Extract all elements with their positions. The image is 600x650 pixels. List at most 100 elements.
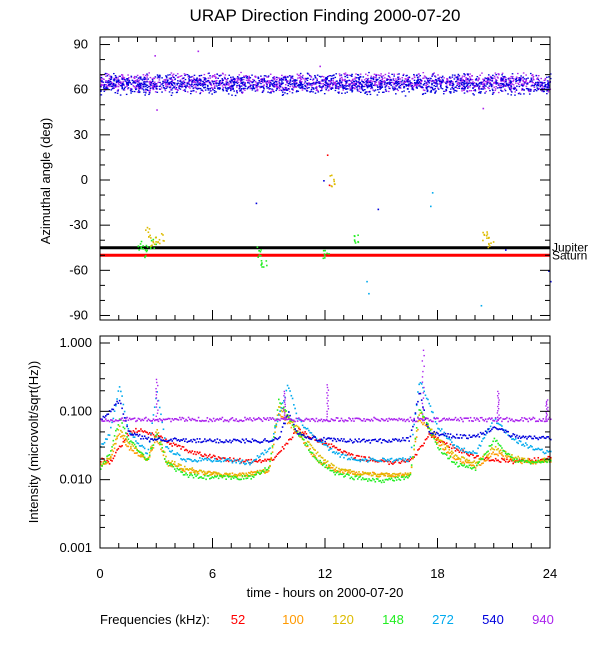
intensity-point bbox=[264, 449, 266, 452]
azimuth-point bbox=[125, 83, 128, 85]
azimuth-point bbox=[308, 82, 311, 84]
intensity-point bbox=[197, 472, 200, 475]
intensity-point bbox=[147, 456, 150, 459]
azimuth-point bbox=[468, 82, 471, 84]
azimuth-point bbox=[388, 72, 390, 74]
azimuth-point bbox=[544, 84, 547, 86]
intensity-point bbox=[438, 439, 441, 441]
azimuth-point bbox=[110, 75, 113, 78]
intensity-point bbox=[242, 473, 245, 475]
azimuth-point bbox=[413, 75, 416, 77]
intensity-point bbox=[442, 448, 444, 450]
azimuth-point bbox=[357, 85, 359, 87]
intensity-point bbox=[173, 463, 176, 466]
azimuth-point bbox=[413, 83, 416, 85]
azimuth-point bbox=[531, 74, 533, 77]
intensity-point bbox=[116, 437, 118, 440]
azimuth-point bbox=[453, 89, 456, 91]
azimuth-point bbox=[187, 76, 190, 78]
azimuth-point bbox=[155, 83, 157, 85]
azimuth-point bbox=[420, 79, 422, 81]
azimuth-point bbox=[432, 80, 434, 82]
azimuth-point bbox=[318, 81, 320, 83]
azimuth-point bbox=[382, 75, 385, 77]
azimuth-point bbox=[462, 78, 464, 81]
azimuth-point bbox=[517, 92, 520, 95]
azimuth-point bbox=[159, 81, 161, 84]
intensity-point bbox=[369, 457, 372, 460]
intensity-point bbox=[100, 464, 102, 466]
intensity-point bbox=[133, 443, 136, 446]
azimuth-point bbox=[216, 79, 218, 82]
intensity-point bbox=[388, 477, 390, 480]
azimuth-point bbox=[546, 84, 548, 86]
azimuth-point bbox=[156, 91, 159, 93]
azimuth-point bbox=[426, 78, 429, 80]
azimuth-point bbox=[140, 240, 143, 243]
intensity-point bbox=[204, 473, 206, 475]
azimuth-point bbox=[179, 79, 182, 81]
intensity-point bbox=[105, 415, 107, 417]
azimuth-point bbox=[365, 84, 368, 87]
azimuth-point bbox=[212, 83, 215, 86]
azimuth-point bbox=[366, 87, 369, 89]
azimuth-point bbox=[118, 79, 121, 81]
azimuth-point bbox=[461, 90, 463, 92]
intensity-point bbox=[145, 459, 147, 461]
intensity-point bbox=[550, 461, 552, 463]
azimuth-point bbox=[525, 79, 527, 81]
intensity-point bbox=[481, 462, 483, 465]
azimuth-point bbox=[266, 83, 268, 85]
intensity-point bbox=[161, 450, 164, 452]
azimuth-point bbox=[439, 79, 441, 81]
intensity-point bbox=[310, 451, 313, 454]
azimuth-point bbox=[372, 77, 375, 79]
intensity-point bbox=[106, 457, 108, 460]
azimuth-point bbox=[402, 74, 405, 77]
intensity-point bbox=[210, 456, 212, 459]
intensity-point bbox=[116, 449, 118, 451]
azimuth-point bbox=[499, 78, 502, 80]
azimuth-point bbox=[109, 80, 111, 82]
azimuth-point bbox=[196, 80, 199, 82]
azimuth-point bbox=[503, 85, 506, 87]
intensity-point bbox=[284, 410, 286, 413]
azimuth-point bbox=[261, 266, 263, 268]
intensity-point bbox=[219, 439, 221, 441]
azimuth-point bbox=[546, 86, 549, 88]
azimuth-point bbox=[480, 91, 482, 93]
intensity-point bbox=[453, 447, 456, 449]
azimuth-point bbox=[309, 91, 311, 93]
azimuth-point bbox=[145, 229, 147, 231]
intensity-point bbox=[116, 428, 118, 430]
intensity-point bbox=[331, 464, 334, 466]
azimuth-point bbox=[438, 80, 441, 83]
azimuth-point bbox=[469, 86, 471, 88]
azimuth-point bbox=[238, 88, 241, 90]
intensity-point bbox=[192, 476, 195, 479]
azimuth-point bbox=[276, 87, 278, 90]
intensity-point bbox=[236, 458, 239, 461]
azimuth-point bbox=[477, 80, 479, 82]
azimuth-point bbox=[500, 77, 503, 80]
intensity-point bbox=[419, 381, 422, 384]
azimuth-point bbox=[491, 77, 494, 79]
intensity-point bbox=[326, 467, 329, 470]
intensity-point bbox=[196, 474, 199, 476]
azimuth-point bbox=[286, 88, 288, 90]
azimuth-point bbox=[287, 84, 290, 87]
azimuth-point bbox=[150, 82, 153, 85]
azimuth-point bbox=[536, 77, 539, 79]
intensity-point bbox=[497, 422, 499, 425]
azimuth-point bbox=[419, 85, 422, 87]
azimuth-point bbox=[202, 90, 205, 92]
intensity-point bbox=[344, 454, 347, 456]
azimuth-point bbox=[153, 85, 156, 87]
intensity-point bbox=[275, 425, 278, 428]
intensity-point bbox=[220, 475, 222, 477]
intensity-point bbox=[126, 424, 128, 426]
intensity-point bbox=[383, 474, 385, 477]
azimuth-point bbox=[213, 91, 216, 94]
intensity-point bbox=[481, 457, 483, 460]
intensity-point bbox=[452, 461, 454, 463]
